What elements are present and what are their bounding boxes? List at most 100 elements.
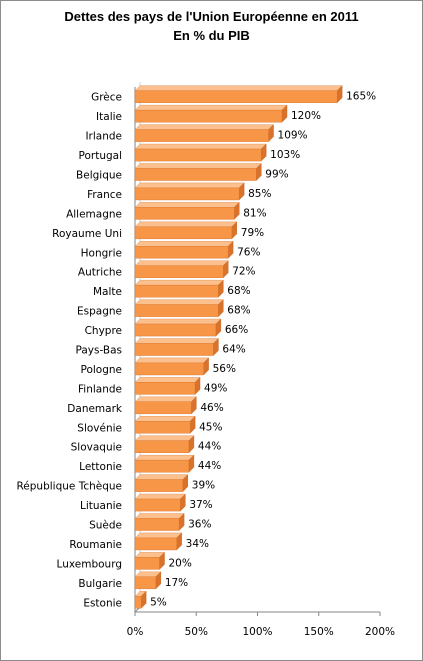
data-label: 76%: [237, 246, 260, 258]
category-label: Italie: [96, 111, 122, 123]
category-label: Slovaquie: [71, 442, 122, 454]
bar: [134, 557, 160, 570]
category-label: Pays-Bas: [75, 345, 122, 357]
x-tick-label: 150%: [304, 626, 334, 638]
bar-top-face: [134, 416, 196, 422]
category-label: Roumanie: [69, 539, 122, 551]
chart-subtitle: En % du PIB: [173, 28, 250, 43]
category-label: Luxembourg: [57, 558, 122, 570]
data-label: 72%: [232, 266, 255, 278]
category-label: Lettonie: [79, 461, 122, 473]
bar-top-face: [134, 513, 185, 519]
data-label: 99%: [265, 169, 288, 181]
bar-top-face: [134, 299, 224, 305]
category-label: Allemagne: [66, 208, 122, 220]
chart-title: Dettes des pays de l'Union Européenne en…: [64, 9, 359, 24]
bar: [134, 168, 257, 181]
x-tick-label: 0%: [127, 626, 144, 638]
category-label: Belgique: [76, 170, 122, 182]
bar-top-face: [134, 474, 189, 480]
bar-top-face: [134, 377, 201, 383]
bar-top-face: [134, 241, 234, 247]
bar-top-face: [134, 357, 210, 364]
bar: [134, 479, 183, 492]
bar: [134, 537, 177, 551]
bar: [134, 343, 214, 356]
data-label: 17%: [165, 577, 188, 589]
bar-top-face: [134, 396, 197, 403]
bar-top-face: [134, 454, 195, 461]
bar: [134, 459, 190, 473]
category-label: Malte: [93, 286, 122, 298]
bar: [134, 323, 217, 337]
category-label: Hongrie: [81, 247, 122, 259]
bar: [134, 421, 191, 434]
data-label: 85%: [248, 188, 271, 200]
bar-top-face: [134, 338, 219, 344]
data-label: 45%: [199, 421, 222, 433]
data-label: 44%: [198, 460, 221, 472]
data-label: 36%: [188, 519, 211, 531]
category-label: Chypre: [85, 325, 122, 337]
bar: [134, 284, 219, 298]
data-label: 49%: [204, 382, 227, 394]
bar-top-face: [134, 202, 240, 208]
bar: [134, 518, 180, 531]
category-label: République Tchèque: [16, 481, 122, 493]
bar-top-face: [134, 104, 288, 111]
data-label: 37%: [189, 499, 212, 511]
category-label: Portugal: [79, 150, 123, 162]
data-label: 34%: [186, 538, 209, 550]
bar-top-face: [134, 85, 343, 91]
bar: [134, 304, 219, 317]
data-label: 64%: [222, 344, 245, 356]
category-label: Danemark: [67, 403, 123, 415]
bar: [134, 265, 224, 278]
category-label: France: [87, 189, 122, 201]
data-label: 120%: [291, 110, 321, 122]
category-label: Lituanie: [80, 500, 122, 512]
bar: [134, 498, 181, 512]
data-label: 56%: [213, 363, 236, 375]
category-label: Espagne: [77, 306, 122, 318]
bar: [134, 129, 269, 142]
data-label: 81%: [243, 207, 266, 219]
data-label: 103%: [270, 149, 300, 161]
bar-top-face: [134, 221, 238, 228]
data-label: 68%: [227, 305, 250, 317]
category-label: Grèce: [91, 92, 122, 104]
bar: [134, 362, 204, 376]
data-label: 5%: [150, 596, 167, 608]
bar-top-face: [134, 493, 186, 500]
bar: [134, 596, 142, 609]
bar-top-face: [134, 143, 267, 150]
bar-top-face: [134, 182, 245, 189]
category-label: Irlande: [85, 131, 122, 143]
bar: [134, 226, 232, 240]
bar: [134, 440, 190, 453]
category-label: Bulgarie: [78, 578, 122, 590]
category-label: Pologne: [80, 364, 122, 376]
bar: [134, 207, 235, 220]
category-label: Suède: [89, 520, 122, 532]
data-label: 44%: [198, 441, 221, 453]
bar: [134, 187, 240, 201]
bar-top-face: [134, 279, 224, 286]
bar: [134, 576, 157, 590]
data-label: 79%: [241, 227, 264, 239]
category-label: Finlande: [78, 383, 122, 395]
bar-top-face: [134, 260, 229, 266]
category-label: Autriche: [78, 267, 122, 279]
bar: [134, 148, 262, 162]
bar: [134, 90, 338, 103]
bar: [134, 382, 196, 395]
category-label: Estonie: [83, 597, 122, 609]
bar-top-face: [134, 163, 262, 169]
data-label: 20%: [169, 557, 192, 569]
x-tick-label: 100%: [242, 626, 272, 638]
bar: [134, 401, 192, 415]
data-label: 68%: [227, 285, 250, 297]
bar-top-face: [134, 532, 183, 539]
category-label: Slovénie: [77, 422, 122, 434]
